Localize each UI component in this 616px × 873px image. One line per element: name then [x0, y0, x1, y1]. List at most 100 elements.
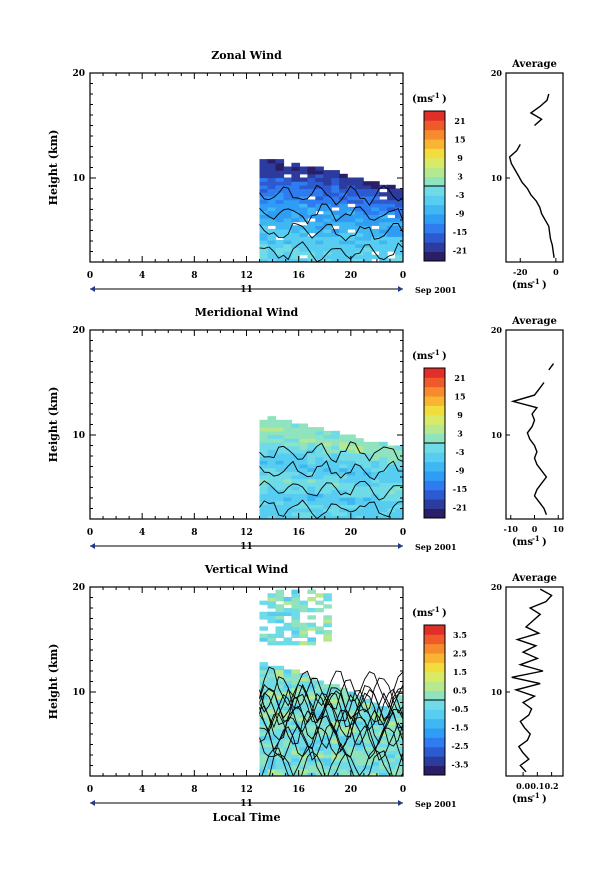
heat-cell — [363, 515, 372, 519]
heat-cell — [387, 750, 396, 755]
contour-line — [259, 184, 403, 207]
heat-cell — [267, 478, 277, 483]
heat-cell — [339, 691, 348, 696]
heat-cell — [307, 430, 316, 436]
heat-cell — [323, 637, 332, 642]
heat-cell — [387, 474, 396, 480]
heat-cell — [315, 181, 324, 186]
heat-cell — [267, 423, 277, 428]
contour-line — [259, 666, 403, 709]
heat-cell — [275, 633, 285, 638]
day-bar-end — [398, 800, 403, 806]
heat-cell — [355, 757, 364, 762]
heat-cell — [259, 662, 269, 667]
heat-cell — [363, 720, 372, 726]
heat-cell — [283, 441, 293, 447]
heat-cell — [355, 188, 364, 193]
heat-cell — [395, 724, 403, 729]
heat-cell — [331, 228, 340, 234]
heat-cell — [307, 188, 316, 193]
heat-cell — [315, 724, 324, 729]
heat-cell — [323, 456, 332, 461]
heat-cell — [299, 626, 308, 631]
heat-cell — [267, 735, 277, 740]
heat-cell — [307, 504, 316, 509]
heat-cell — [363, 698, 372, 704]
heat-cell — [347, 195, 356, 201]
heat-cell — [395, 232, 403, 237]
heat-cell — [363, 508, 372, 513]
heat-cell — [307, 687, 316, 693]
heat-cell — [355, 717, 364, 722]
heat-cell — [339, 228, 348, 234]
heat-cell — [323, 434, 332, 439]
heat-cell — [267, 593, 277, 598]
heat-cell — [307, 247, 316, 252]
heat-cell — [283, 221, 293, 226]
heat-cell — [323, 630, 332, 635]
profile-x-tick-label: 10 — [553, 524, 565, 534]
heat-cell — [363, 750, 372, 755]
heat-cell — [299, 630, 308, 635]
x-tick-label: 0 — [87, 528, 93, 538]
colorbar-segment — [424, 195, 445, 206]
heat-cell — [339, 188, 348, 193]
heat-cell — [275, 471, 285, 476]
heat-cell — [371, 515, 380, 519]
heat-cell — [331, 210, 340, 215]
colorbar-tick-label: -9 — [456, 466, 465, 476]
heat-cell — [387, 515, 396, 519]
heat-cell — [267, 713, 277, 718]
x-tick-label: 0 — [87, 271, 93, 281]
heat-cell — [267, 236, 277, 241]
heat-cell — [315, 626, 324, 631]
heat-cell — [331, 214, 340, 219]
heat-cell — [331, 724, 340, 729]
heat-cell — [267, 508, 277, 513]
profile-y-tick-label: 10 — [491, 430, 503, 440]
heat-cell — [291, 445, 300, 450]
heat-cell — [267, 441, 277, 447]
heat-cell — [339, 720, 348, 726]
heat-cell — [371, 474, 380, 480]
heat-cell — [379, 210, 388, 215]
heat-cell — [371, 243, 380, 248]
heat-cell — [315, 177, 324, 182]
colorbar-tick-label: -9 — [456, 209, 465, 219]
heat-cell — [315, 192, 324, 197]
heat-cell — [331, 768, 340, 773]
heat-cell — [371, 449, 380, 454]
heat-cell — [299, 258, 308, 262]
heat-cell — [275, 460, 285, 465]
heat-cell — [395, 217, 403, 223]
heat-cell — [387, 761, 396, 766]
heat-cell — [347, 496, 356, 502]
heat-cell — [363, 739, 372, 744]
heat-cell — [347, 750, 356, 755]
heat-cell — [339, 203, 348, 208]
heat-cell — [363, 754, 372, 759]
heat-cell — [371, 772, 380, 776]
heat-cell — [315, 768, 324, 773]
heat-cell — [395, 228, 403, 234]
heat-cell — [355, 750, 364, 755]
heat-cell — [283, 247, 293, 252]
heat-cell — [371, 195, 380, 201]
heat-cell — [323, 619, 332, 624]
heat-cell — [395, 247, 403, 252]
colorbar-segment — [424, 120, 445, 131]
heat-cell — [291, 739, 300, 744]
heat-cell — [355, 181, 364, 186]
heat-cell — [323, 754, 332, 759]
heat-cell — [331, 188, 340, 193]
heat-cell — [275, 195, 285, 201]
heat-cell — [259, 449, 269, 454]
heat-cell — [347, 695, 356, 700]
heat-cell — [347, 214, 356, 219]
heat-cell — [275, 698, 285, 704]
contour-line — [259, 692, 403, 728]
profile-y-tick-label: 10 — [491, 173, 503, 183]
heat-cell — [307, 720, 316, 726]
heat-cell — [387, 735, 396, 740]
heat-cell — [323, 728, 332, 733]
